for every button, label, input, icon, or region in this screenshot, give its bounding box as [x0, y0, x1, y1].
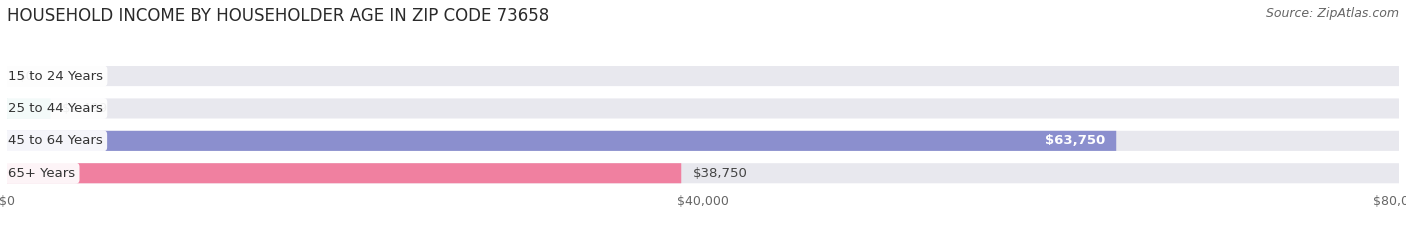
FancyBboxPatch shape — [7, 98, 51, 119]
Text: 45 to 64 Years: 45 to 64 Years — [8, 134, 103, 147]
Text: $2,499: $2,499 — [62, 102, 108, 115]
Text: $0: $0 — [18, 70, 35, 82]
FancyBboxPatch shape — [7, 98, 1399, 119]
Text: 65+ Years: 65+ Years — [8, 167, 76, 180]
FancyBboxPatch shape — [7, 131, 1116, 151]
FancyBboxPatch shape — [7, 66, 1399, 86]
Text: HOUSEHOLD INCOME BY HOUSEHOLDER AGE IN ZIP CODE 73658: HOUSEHOLD INCOME BY HOUSEHOLDER AGE IN Z… — [7, 7, 550, 25]
FancyBboxPatch shape — [7, 163, 682, 183]
Text: 15 to 24 Years: 15 to 24 Years — [8, 70, 104, 82]
Text: $63,750: $63,750 — [1045, 134, 1105, 147]
Text: $38,750: $38,750 — [692, 167, 747, 180]
Text: Source: ZipAtlas.com: Source: ZipAtlas.com — [1265, 7, 1399, 20]
FancyBboxPatch shape — [7, 131, 1399, 151]
FancyBboxPatch shape — [7, 163, 1399, 183]
Text: 25 to 44 Years: 25 to 44 Years — [8, 102, 103, 115]
